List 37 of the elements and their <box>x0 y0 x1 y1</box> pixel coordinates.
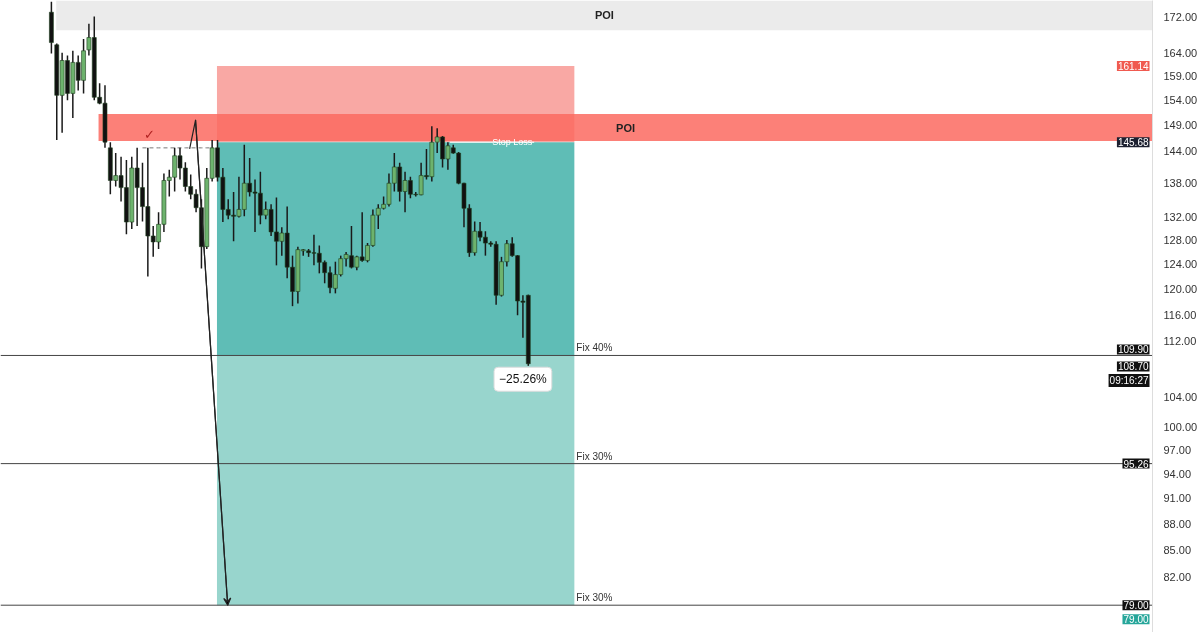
ref-line-label: Stop Loss <box>492 137 533 148</box>
y-tick-label: 164.00 <box>1163 46 1198 59</box>
y-tick-label: 97.00 <box>1163 443 1192 456</box>
band-label: POI <box>594 9 614 22</box>
y-tick-label: 82.00 <box>1163 571 1192 583</box>
y-tick-label: 120.00 <box>1163 282 1198 295</box>
y-tick-label: 172.00 <box>1163 10 1198 23</box>
ref-line-label: Fix 30% <box>576 450 613 462</box>
y-tick-label: 85.00 <box>1163 543 1192 556</box>
y-tick-label: 104.00 <box>1163 391 1198 404</box>
ref-line-label: Fix 40% <box>576 342 613 354</box>
y-tick-label: 154.00 <box>1163 94 1198 107</box>
y-tick-label: 112.00 <box>1163 335 1197 348</box>
y-tick-label: 132.00 <box>1163 210 1198 223</box>
annotation: 79.00 <box>1123 600 1149 612</box>
annotation: 79.00 <box>1123 614 1149 626</box>
annotation: 161.14 <box>1117 60 1149 72</box>
band-label: POI <box>616 121 636 134</box>
annotation: 95.26 <box>1123 458 1149 470</box>
annotation: 09:16:27 <box>1109 374 1149 386</box>
y-tick-label: 138.00 <box>1163 177 1198 190</box>
y-tick-label: 100.00 <box>1163 420 1198 433</box>
y-tick-label: 159.00 <box>1163 70 1198 83</box>
y-tick-label: 144.00 <box>1163 145 1198 158</box>
annotation: 108.70 <box>1117 361 1149 373</box>
y-tick-label: 116.00 <box>1163 308 1197 321</box>
y-tick-label: 88.00 <box>1163 517 1192 530</box>
y-tick-label: 128.00 <box>1163 234 1198 247</box>
annotation: −25.26% <box>499 372 548 387</box>
ref-line-label: Fix 30% <box>576 592 613 604</box>
y-tick-label: 94.00 <box>1163 467 1192 480</box>
y-tick-label: 149.00 <box>1163 119 1198 132</box>
annotation: 145.68 <box>1117 137 1149 149</box>
annotation: 109.90 <box>1117 344 1149 356</box>
y-tick-label: 91.00 <box>1163 492 1192 505</box>
y-tick-label: 124.00 <box>1163 258 1198 271</box>
annotation: ✓ <box>144 127 156 143</box>
